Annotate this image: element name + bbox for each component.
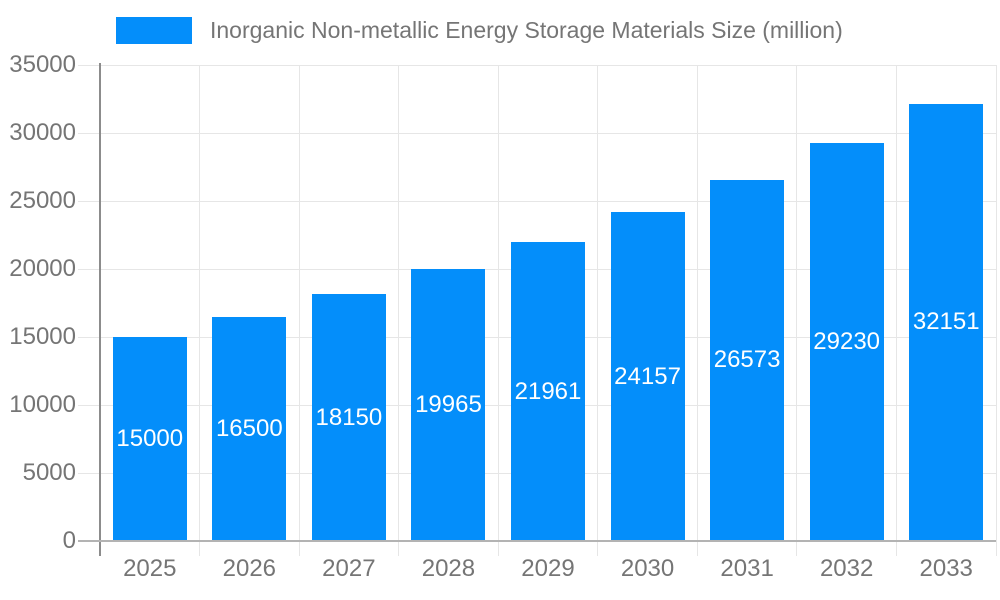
x-axis-tick-label: 2027	[322, 555, 376, 582]
y-axis-tick-label: 0	[62, 527, 76, 554]
vertical-gridline	[696, 65, 698, 556]
legend-swatch[interactable]	[116, 17, 192, 44]
bar-value-label: 21961	[514, 377, 582, 405]
bar-value-label: 26573	[713, 346, 781, 374]
horizontal-gridline	[78, 64, 996, 66]
x-axis-tick-label: 2030	[620, 555, 675, 582]
bar-value-label: 16500	[215, 414, 283, 442]
y-axis-tick-label: 15000	[9, 323, 76, 350]
y-axis-tick-label: 30000	[9, 119, 76, 146]
x-axis-tick-label: 2028	[421, 555, 476, 582]
y-axis-line	[99, 63, 101, 556]
bar-2025[interactable]	[112, 337, 187, 541]
y-axis-tick-label: 20000	[9, 255, 76, 282]
vertical-gridline	[298, 65, 300, 556]
x-axis-tick-label: 2031	[720, 555, 774, 582]
x-axis-tick-label: 2033	[919, 555, 973, 582]
bar-2028[interactable]	[411, 269, 486, 541]
vertical-gridline	[597, 65, 599, 556]
bar-value-label: 19965	[415, 391, 482, 419]
vertical-gridline	[995, 65, 997, 556]
bar-2032[interactable]	[809, 143, 884, 541]
bar-value-label: 24157	[614, 362, 681, 390]
y-axis-tick-label: 5000	[22, 459, 76, 486]
x-axis-tick-label: 2026	[222, 555, 277, 582]
bar-2030[interactable]	[610, 212, 685, 541]
bar-value-label: 15000	[116, 425, 184, 452]
x-axis-line	[78, 540, 996, 542]
vertical-gridline	[199, 65, 201, 556]
bar-2033[interactable]	[909, 103, 984, 541]
horizontal-gridline	[78, 200, 996, 202]
bar-2031[interactable]	[710, 179, 785, 541]
bar-2026[interactable]	[212, 316, 287, 541]
vertical-gridline	[796, 65, 798, 556]
bar-2027[interactable]	[311, 294, 386, 541]
legend-label[interactable]: Inorganic Non-metallic Energy Storage Ma…	[210, 17, 843, 43]
horizontal-gridline	[78, 132, 996, 134]
y-axis-tick-label: 10000	[9, 391, 76, 418]
y-axis-tick-label: 35000	[9, 51, 76, 78]
vertical-gridline	[398, 65, 400, 556]
x-axis-tick-label: 2025	[123, 555, 177, 582]
bar-2029[interactable]	[511, 242, 585, 541]
x-axis-tick-label: 2029	[521, 555, 575, 582]
x-axis-tick-label: 2032	[819, 555, 874, 582]
vertical-gridline	[497, 65, 499, 556]
bar-value-label: 29230	[813, 328, 881, 356]
bar-value-label: 18150	[315, 403, 383, 431]
vertical-gridline	[895, 65, 897, 556]
bar-value-label: 32151	[912, 308, 980, 336]
y-axis-tick-label: 25000	[9, 187, 76, 214]
